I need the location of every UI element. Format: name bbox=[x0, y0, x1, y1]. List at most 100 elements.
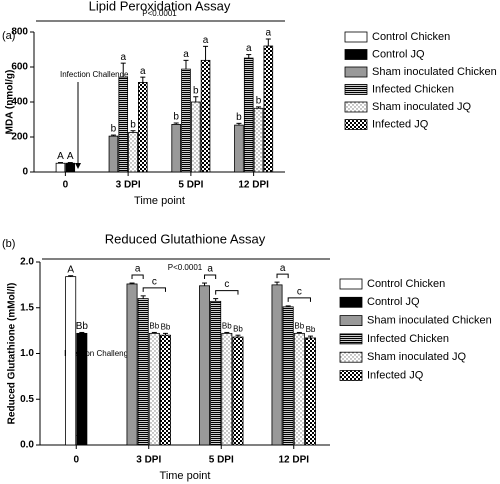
bar bbox=[159, 334, 171, 446]
significance-letter: Bb bbox=[306, 325, 316, 334]
legend-swatch bbox=[344, 66, 368, 78]
bracket bbox=[287, 297, 311, 302]
bar bbox=[76, 332, 88, 446]
legend-label: Control JQ bbox=[367, 296, 420, 308]
bar bbox=[190, 101, 201, 173]
bracket bbox=[142, 287, 166, 292]
bar bbox=[171, 124, 181, 173]
bar bbox=[243, 57, 254, 173]
bar bbox=[263, 45, 274, 173]
legend-swatch bbox=[339, 351, 363, 363]
legend-swatch bbox=[344, 84, 368, 95]
significance-letter: b bbox=[111, 124, 117, 135]
annotation: Infection Challenge bbox=[60, 70, 129, 79]
bracket bbox=[276, 273, 289, 279]
legend-swatch bbox=[344, 101, 368, 113]
x-tick-label: 0 bbox=[63, 180, 69, 191]
significance-letter: a bbox=[266, 28, 272, 39]
significance-letter: a bbox=[120, 52, 126, 63]
bar bbox=[282, 306, 294, 446]
chart-title: Lipid Peroxidation Assay bbox=[89, 0, 231, 13]
bar bbox=[126, 283, 138, 446]
chart-title: Reduced Glutathione Assay bbox=[105, 231, 266, 246]
significance-letter: a bbox=[246, 43, 252, 54]
bar bbox=[65, 162, 76, 173]
legend-label: Infected JQ bbox=[367, 369, 424, 381]
x-tick-label: 5 DPI bbox=[209, 455, 234, 466]
bracket bbox=[204, 274, 217, 280]
significance-letter: b bbox=[193, 85, 199, 96]
significance-letter: Bb bbox=[76, 321, 89, 332]
y-tick-label: 200 bbox=[11, 132, 28, 143]
panel-label: (a) bbox=[2, 30, 15, 42]
bracket-label: a bbox=[280, 263, 286, 274]
bar bbox=[210, 300, 222, 446]
legend-swatch bbox=[339, 315, 363, 327]
x-tick-label: 5 DPI bbox=[178, 180, 203, 191]
bar bbox=[137, 298, 149, 446]
x-tick-label: 12 DPI bbox=[238, 180, 269, 191]
x-tick-label: 0 bbox=[73, 455, 79, 466]
legend-label: Control Chicken bbox=[372, 31, 450, 43]
y-axis-label: MDA (nmol/g) bbox=[5, 70, 16, 135]
significance-letter: A bbox=[57, 151, 64, 162]
legend-swatch bbox=[339, 333, 363, 345]
legend-label: Sham inoculated JQ bbox=[372, 101, 471, 113]
y-tick-label: 600 bbox=[11, 62, 28, 73]
bar bbox=[304, 337, 316, 446]
bar bbox=[148, 332, 160, 446]
bar bbox=[65, 276, 77, 446]
y-tick-label: 400 bbox=[11, 97, 28, 108]
legend-label: Infected Chicken bbox=[367, 333, 449, 345]
bar bbox=[293, 332, 305, 446]
legend-swatch bbox=[344, 31, 368, 43]
y-tick-label: 2.0 bbox=[20, 257, 34, 268]
bar bbox=[199, 285, 210, 446]
legend-label: Sham inoculated JQ bbox=[367, 351, 466, 363]
bar bbox=[271, 284, 283, 446]
y-tick-label: 800 bbox=[11, 27, 28, 38]
x-tick-label: 3 DPI bbox=[116, 180, 141, 191]
legend-swatch bbox=[339, 296, 363, 308]
significance-letter: b bbox=[236, 112, 242, 123]
legend-label: Infected Chicken bbox=[372, 83, 454, 95]
bar bbox=[55, 162, 66, 173]
y-tick-label: 1.5 bbox=[20, 302, 34, 313]
x-axis-label: Time point bbox=[134, 195, 185, 207]
bar bbox=[128, 132, 138, 173]
significance-letter: Bb bbox=[233, 324, 243, 333]
annotation-arrowhead bbox=[75, 163, 81, 169]
bracket bbox=[215, 290, 239, 295]
legend-swatch bbox=[339, 278, 363, 290]
bar bbox=[118, 76, 129, 173]
legend-label: Sham inoculated Chicken bbox=[367, 315, 492, 327]
bracket-label: c bbox=[297, 287, 302, 298]
p-value: P<0.0001 bbox=[168, 263, 203, 272]
bar bbox=[200, 59, 211, 173]
legend-swatch bbox=[339, 370, 363, 381]
bracket bbox=[131, 274, 144, 280]
significance-letter: b bbox=[256, 96, 262, 107]
significance-letter: b bbox=[130, 119, 136, 130]
significance-letter: a bbox=[183, 49, 189, 60]
significance-letter: a bbox=[203, 35, 209, 46]
bar bbox=[232, 336, 244, 446]
bracket-label: a bbox=[135, 264, 141, 275]
bar bbox=[138, 82, 148, 173]
bar bbox=[253, 107, 264, 173]
bracket-label: a bbox=[207, 264, 213, 275]
bar bbox=[108, 135, 119, 173]
significance-letter: b bbox=[173, 112, 179, 123]
y-tick-label: 0 bbox=[22, 167, 28, 178]
legend-label: Sham inoculated Chicken bbox=[372, 66, 497, 78]
legend-label: Control JQ bbox=[372, 48, 425, 60]
p-value: P<0.0001 bbox=[142, 9, 177, 18]
significance-letter: a bbox=[140, 66, 146, 77]
significance-letter: Bb bbox=[294, 322, 304, 331]
bar bbox=[234, 124, 244, 173]
bracket-label: c bbox=[224, 279, 229, 290]
bar bbox=[221, 332, 233, 446]
bracket-label: c bbox=[152, 276, 157, 287]
x-axis-label: Time point bbox=[160, 470, 211, 482]
